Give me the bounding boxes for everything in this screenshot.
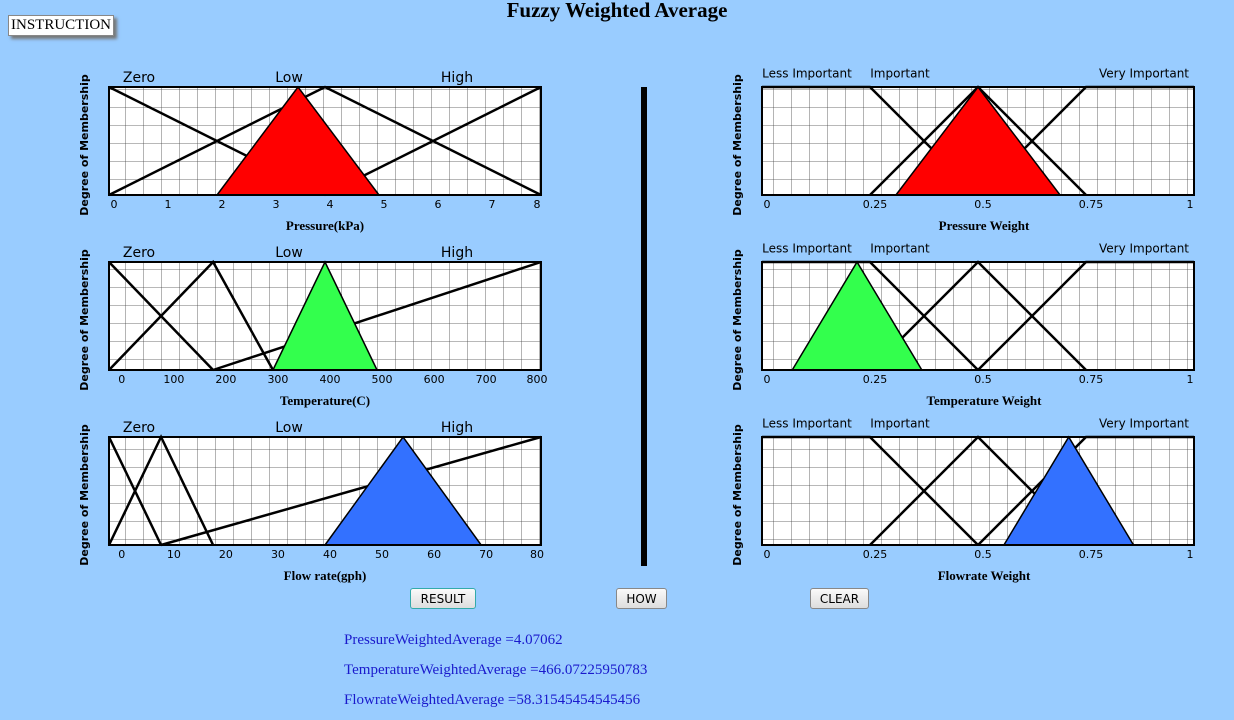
x-tick-label: 30 xyxy=(271,548,285,561)
instruction-button[interactable]: INSTRUCTION xyxy=(8,15,114,36)
x-tick-label: 0 xyxy=(118,373,125,386)
x-tick-label: 4 xyxy=(327,198,334,211)
x-tick-label: 100 xyxy=(163,373,184,386)
x-tick-label: 0.25 xyxy=(863,198,888,211)
result-text: PressureWeightedAverage =4.07062 xyxy=(344,632,563,648)
x-tick-label: 70 xyxy=(479,548,493,561)
x-axis-label: Pressure Weight xyxy=(939,218,1030,233)
set-label: Zero xyxy=(123,245,155,261)
plot-frame xyxy=(761,436,1195,546)
x-tick-label: 600 xyxy=(424,373,445,386)
x-tick-label: 1 xyxy=(1187,198,1194,211)
set-label: Less Important xyxy=(762,242,852,256)
set-label: High xyxy=(441,70,473,86)
x-tick-label: 1 xyxy=(1187,373,1194,386)
x-tick-label: 1 xyxy=(165,198,172,211)
divider xyxy=(641,87,647,566)
set-label: Very Important xyxy=(1099,242,1189,256)
x-tick-label: 500 xyxy=(372,373,393,386)
x-tick-label: 0.25 xyxy=(863,548,888,561)
x-tick-label: 0 xyxy=(111,198,118,211)
set-label: Important xyxy=(870,417,930,431)
membership-line xyxy=(160,435,542,547)
x-tick-label: 50 xyxy=(375,548,389,561)
x-tick-label: 20 xyxy=(219,548,233,561)
set-label: Very Important xyxy=(1099,67,1189,81)
set-label: Less Important xyxy=(762,67,852,81)
x-tick-label: 200 xyxy=(215,373,236,386)
set-label: High xyxy=(441,420,473,436)
y-axis-label: Degree of Membership xyxy=(731,424,744,566)
x-tick-label: 0.5 xyxy=(974,198,992,211)
chart: Degree of Membership Pressure Weight 0 0.25… xyxy=(731,67,1195,233)
set-label: Important xyxy=(870,242,930,256)
x-tick-label: 400 xyxy=(320,373,341,386)
x-tick-label: 3 xyxy=(273,198,280,211)
x-tick-label: 700 xyxy=(476,373,497,386)
x-tick-label: 0 xyxy=(764,548,771,561)
set-label: Low xyxy=(275,420,303,436)
x-tick-label: 7 xyxy=(489,198,496,211)
how-button[interactable]: HOW xyxy=(616,588,667,609)
x-tick-label: 10 xyxy=(167,548,181,561)
x-axis-label: Pressure(kPa) xyxy=(286,218,364,233)
set-label: Zero xyxy=(123,420,155,436)
result-text: TemperatureWeightedAverage =466.07225950… xyxy=(344,662,648,678)
x-tick-label: 0.25 xyxy=(863,373,888,386)
x-tick-label: 80 xyxy=(530,548,544,561)
result-button[interactable]: RESULT xyxy=(410,588,476,609)
y-axis-label: Degree of Membership xyxy=(78,424,91,566)
y-axis-label: Degree of Membership xyxy=(731,74,744,216)
x-tick-label: 0.5 xyxy=(974,548,992,561)
y-axis-label: Degree of Membership xyxy=(78,249,91,391)
x-axis-label: Temperature Weight xyxy=(927,393,1043,408)
plot-frame xyxy=(108,261,542,371)
y-axis-label: Degree of Membership xyxy=(731,249,744,391)
set-label: Low xyxy=(275,70,303,86)
x-tick-label: 6 xyxy=(435,198,442,211)
x-tick-label: 1 xyxy=(1187,548,1194,561)
plot-frame xyxy=(761,261,1195,371)
set-label: Zero xyxy=(123,70,155,86)
x-axis-label: Flowrate Weight xyxy=(938,568,1031,583)
set-label: High xyxy=(441,245,473,261)
x-tick-label: 60 xyxy=(427,548,441,561)
grid xyxy=(762,437,1194,545)
chart: Degree of Membership Flowrate Weight 0 0.25… xyxy=(731,417,1195,583)
plot-frame xyxy=(761,86,1195,196)
x-axis-label: Flow rate(gph) xyxy=(284,568,367,583)
clear-button[interactable]: CLEAR xyxy=(810,588,869,609)
x-tick-label: 0.75 xyxy=(1079,198,1104,211)
membership-line xyxy=(212,260,542,372)
page-title: Fuzzy Weighted Average xyxy=(506,0,728,22)
y-axis-label: Degree of Membership xyxy=(78,74,91,216)
x-tick-label: 0.75 xyxy=(1079,548,1104,561)
chart: Degree of Membership Temperature(C) 0 100 20… xyxy=(78,245,548,408)
set-label: Important xyxy=(870,67,930,81)
chart: Degree of Membership Temperature Weight 0 0… xyxy=(731,242,1195,408)
set-label: Less Important xyxy=(762,417,852,431)
x-tick-label: 40 xyxy=(323,548,337,561)
x-tick-label: 0.5 xyxy=(974,373,992,386)
chart: Degree of Membership Flow rate(gph) 0 10 20 3… xyxy=(78,420,544,583)
x-tick-label: 300 xyxy=(267,373,288,386)
x-tick-label: 5 xyxy=(381,198,388,211)
set-label: Low xyxy=(275,245,303,261)
x-tick-label: 0 xyxy=(764,198,771,211)
set-label: Very Important xyxy=(1099,417,1189,431)
chart: Degree of Membership Pressure(kPa) 0 1 2 3 4 5 6… xyxy=(78,70,542,233)
x-tick-label: 0 xyxy=(118,548,125,561)
x-tick-label: 0.75 xyxy=(1079,373,1104,386)
plot-frame xyxy=(108,436,542,546)
x-tick-label: 8 xyxy=(534,198,541,211)
x-tick-label: 2 xyxy=(219,198,226,211)
x-tick-label: 800 xyxy=(527,373,548,386)
grid xyxy=(109,437,541,545)
plot-frame xyxy=(108,86,542,196)
x-tick-label: 0 xyxy=(764,373,771,386)
result-text: FlowrateWeightedAverage =58.315454545454… xyxy=(344,692,641,708)
x-axis-label: Temperature(C) xyxy=(280,393,370,408)
